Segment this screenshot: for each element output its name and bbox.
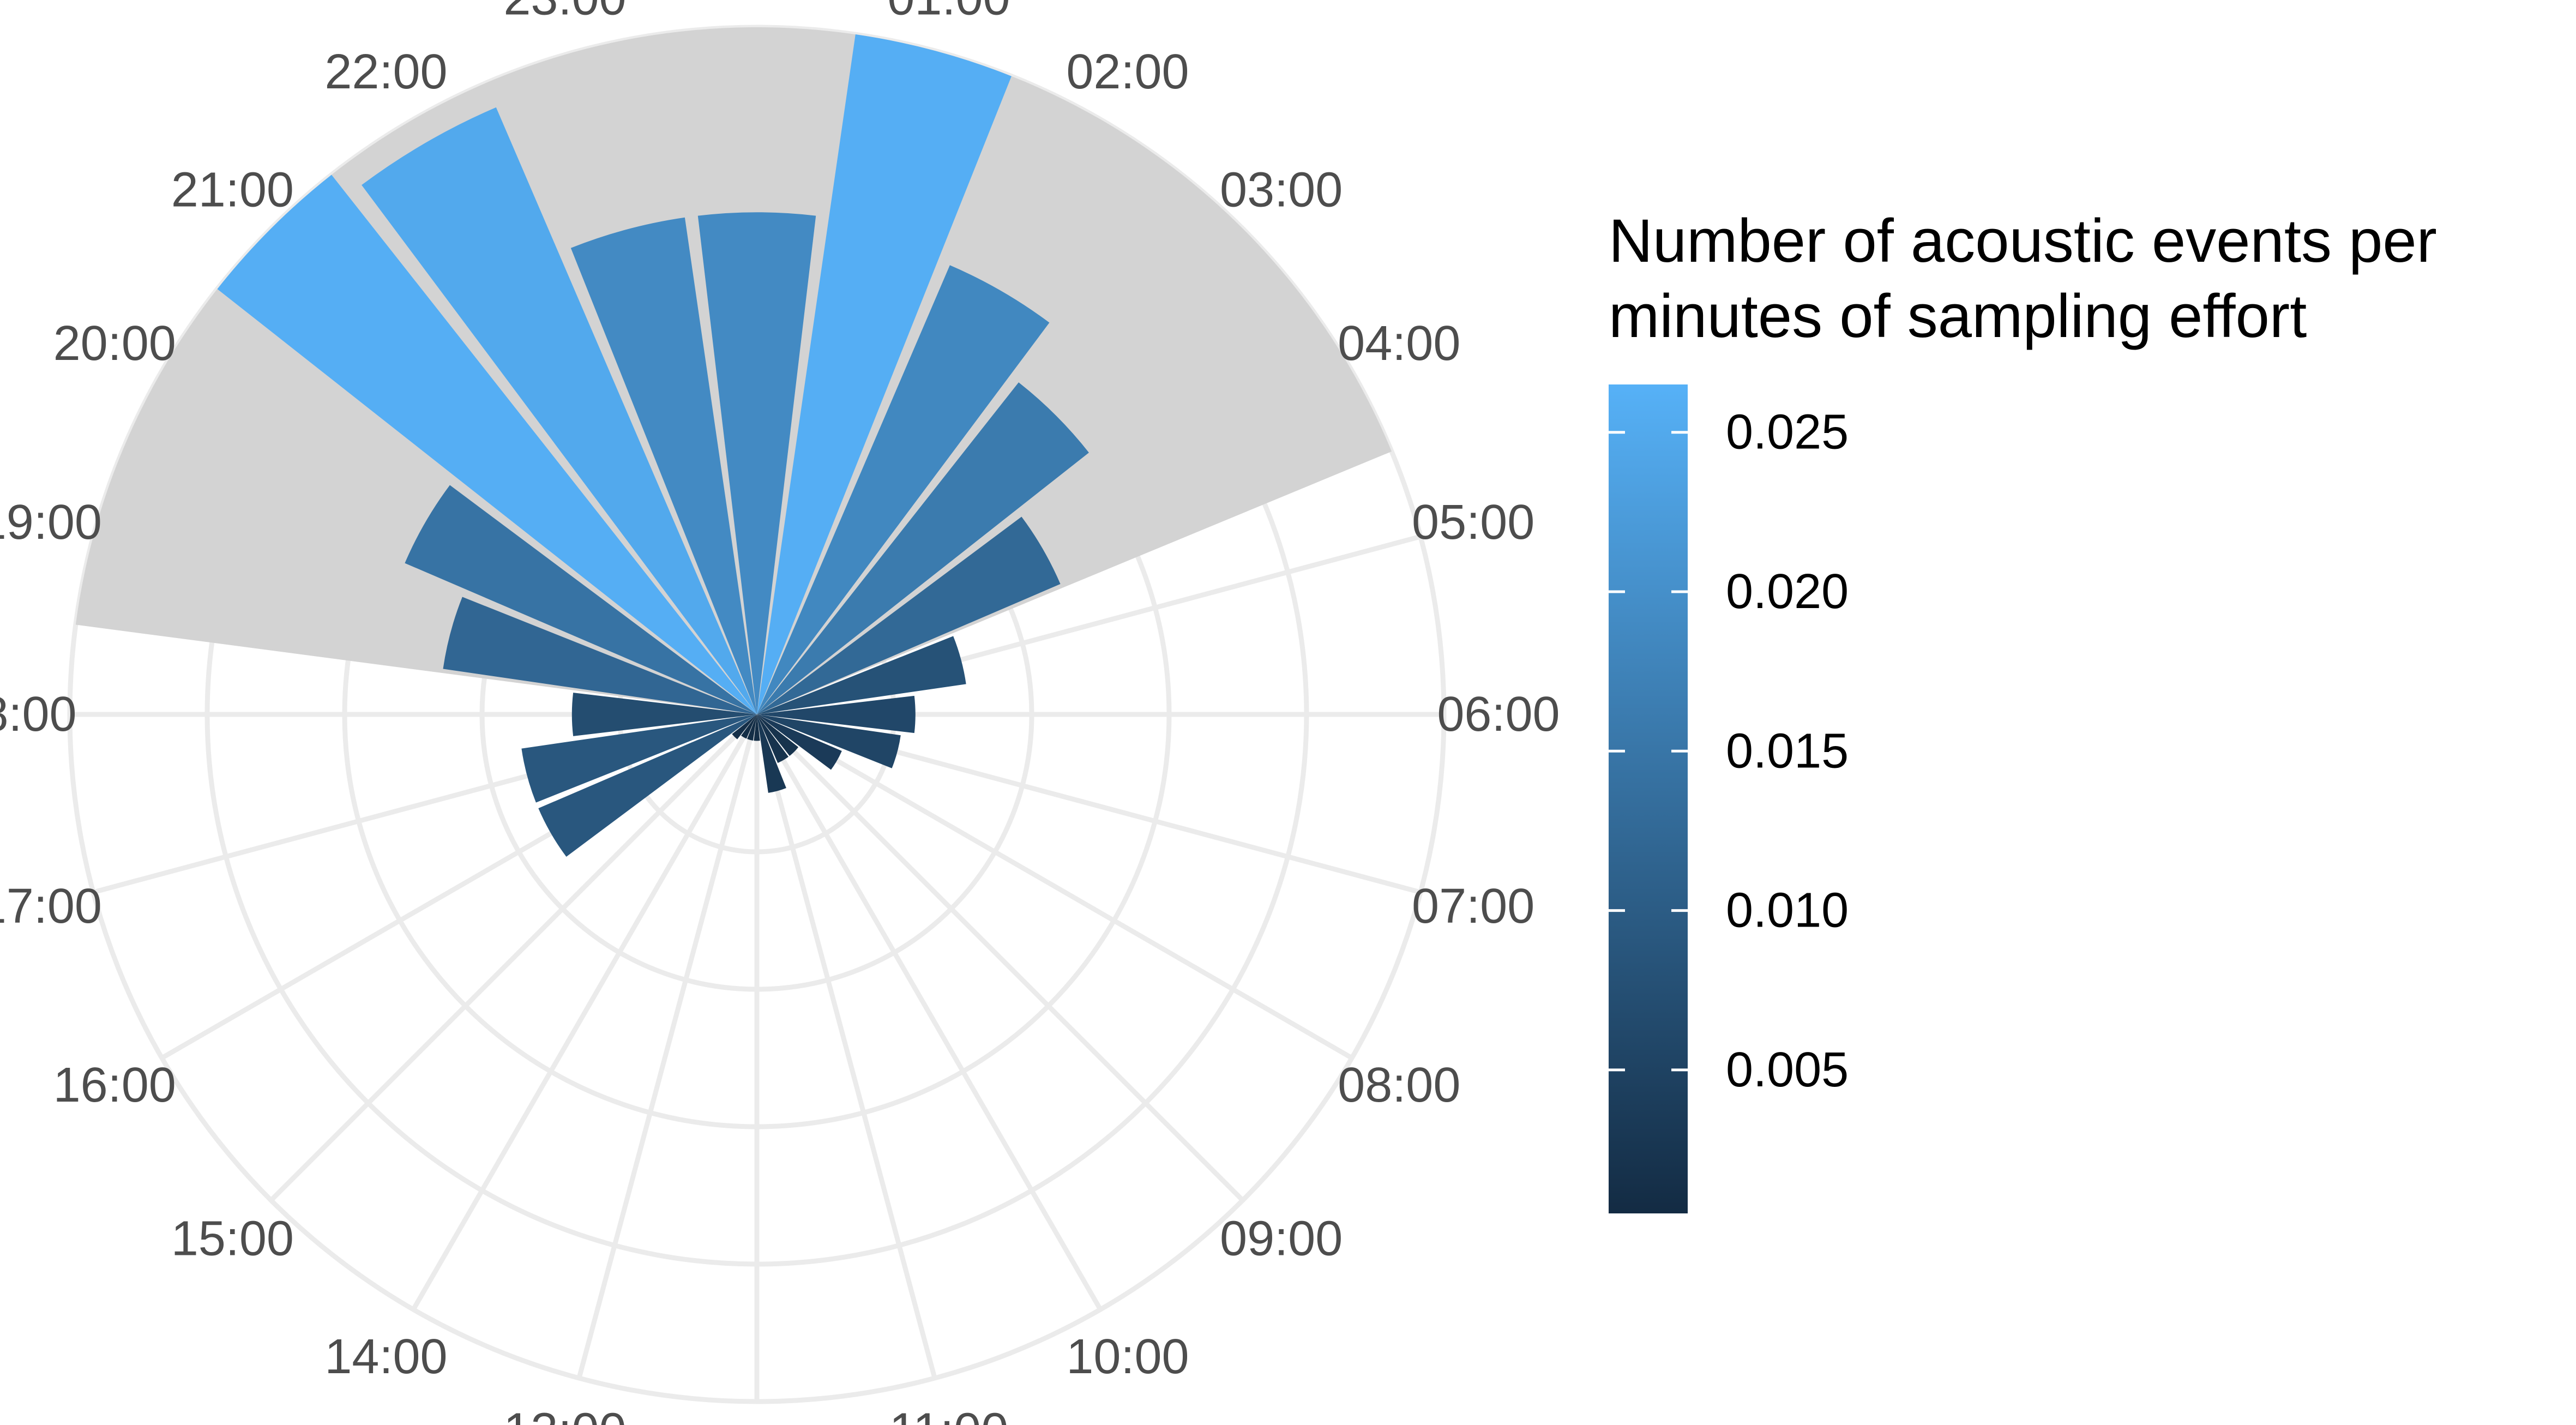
hour-label-1800: 18:00 <box>0 687 77 742</box>
legend-title-line-2: minutes of sampling effort <box>1609 282 2307 350</box>
bar-0800 <box>757 714 842 770</box>
hour-labels: 00:0001:0002:0003:0004:0005:0006:0007:00… <box>0 0 1560 1425</box>
hour-label-0500: 05:00 <box>1412 495 1534 550</box>
bar-0600 <box>757 695 916 733</box>
colorbar-label-0: 0.005 <box>1726 1043 1849 1097</box>
colorbar-label-3: 0.020 <box>1726 564 1849 619</box>
legend-title-line-1: Number of acoustic events per <box>1609 207 2437 275</box>
bar-1100 <box>757 714 786 793</box>
grid-spoke-0900 <box>755 712 1245 1202</box>
grid-spoke-0800 <box>755 712 1353 1060</box>
hour-label-0600: 06:00 <box>1437 687 1560 742</box>
hour-label-1500: 15:00 <box>171 1212 294 1266</box>
bar-0200 <box>757 265 1050 715</box>
bar-1400 <box>741 714 757 739</box>
grid-spoke-1500 <box>269 712 759 1202</box>
hour-label-2300: 23:00 <box>503 0 626 25</box>
bar-0300 <box>757 382 1089 714</box>
hour-label-0300: 03:00 <box>1220 163 1343 217</box>
bar-0000 <box>697 212 816 714</box>
hour-label-1100: 11:00 <box>889 1404 1009 1425</box>
colorbar-ticks <box>1609 431 1688 1072</box>
bar-2100 <box>217 175 757 714</box>
bar-1800 <box>571 693 757 736</box>
colorbar <box>1609 384 1688 1213</box>
bar-1000 <box>757 714 789 763</box>
bar-1600 <box>538 714 757 857</box>
bar-1900 <box>443 597 757 714</box>
hour-label-0200: 02:00 <box>1066 45 1189 99</box>
hour-label-1300: 13:00 <box>503 1404 626 1425</box>
colorbar-label-1: 0.010 <box>1726 883 1849 938</box>
bar-2200 <box>362 107 757 714</box>
bar-1300 <box>747 714 757 741</box>
colorbar-label-2: 0.015 <box>1726 724 1849 778</box>
hour-label-0400: 04:00 <box>1338 316 1460 371</box>
grid-spoke-1000 <box>755 713 1103 1311</box>
hour-label-1400: 14:00 <box>324 1330 447 1384</box>
hour-label-0100: 01:00 <box>887 0 1010 25</box>
bars <box>217 34 1089 857</box>
colorbar-labels: 0.005 0.010 0.015 0.020 0.025 <box>1726 405 1849 1097</box>
bar-0700 <box>757 714 901 768</box>
bar-2000 <box>405 485 757 714</box>
hour-label-1600: 16:00 <box>53 1058 176 1113</box>
hour-label-1900: 19:00 <box>0 495 102 550</box>
hour-label-1700: 17:00 <box>0 879 102 934</box>
bar-1500 <box>732 714 757 739</box>
colorbar-label-4: 0.025 <box>1726 405 1849 460</box>
bar-1700 <box>521 714 757 803</box>
hour-label-0700: 07:00 <box>1412 879 1534 934</box>
hour-label-2000: 20:00 <box>53 316 176 371</box>
hour-label-2100: 21:00 <box>171 163 294 217</box>
bar-0100 <box>757 34 1012 714</box>
bar-1200 <box>754 714 760 741</box>
bar-0500 <box>757 636 966 714</box>
hour-label-0900: 09:00 <box>1220 1212 1343 1266</box>
hour-label-2200: 22:00 <box>324 45 447 99</box>
hour-label-1000: 10:00 <box>1066 1330 1189 1384</box>
bar-0900 <box>757 714 799 756</box>
grid-spoke-1400 <box>411 713 759 1311</box>
bar-0400 <box>757 516 1061 714</box>
hour-label-0800: 08:00 <box>1338 1058 1460 1113</box>
bar-2300 <box>570 217 757 714</box>
grid-spoke-1300 <box>576 713 760 1379</box>
legend: Number of acoustic events per minutes of… <box>1609 207 2437 1213</box>
grid-spoke-1100 <box>754 713 937 1379</box>
